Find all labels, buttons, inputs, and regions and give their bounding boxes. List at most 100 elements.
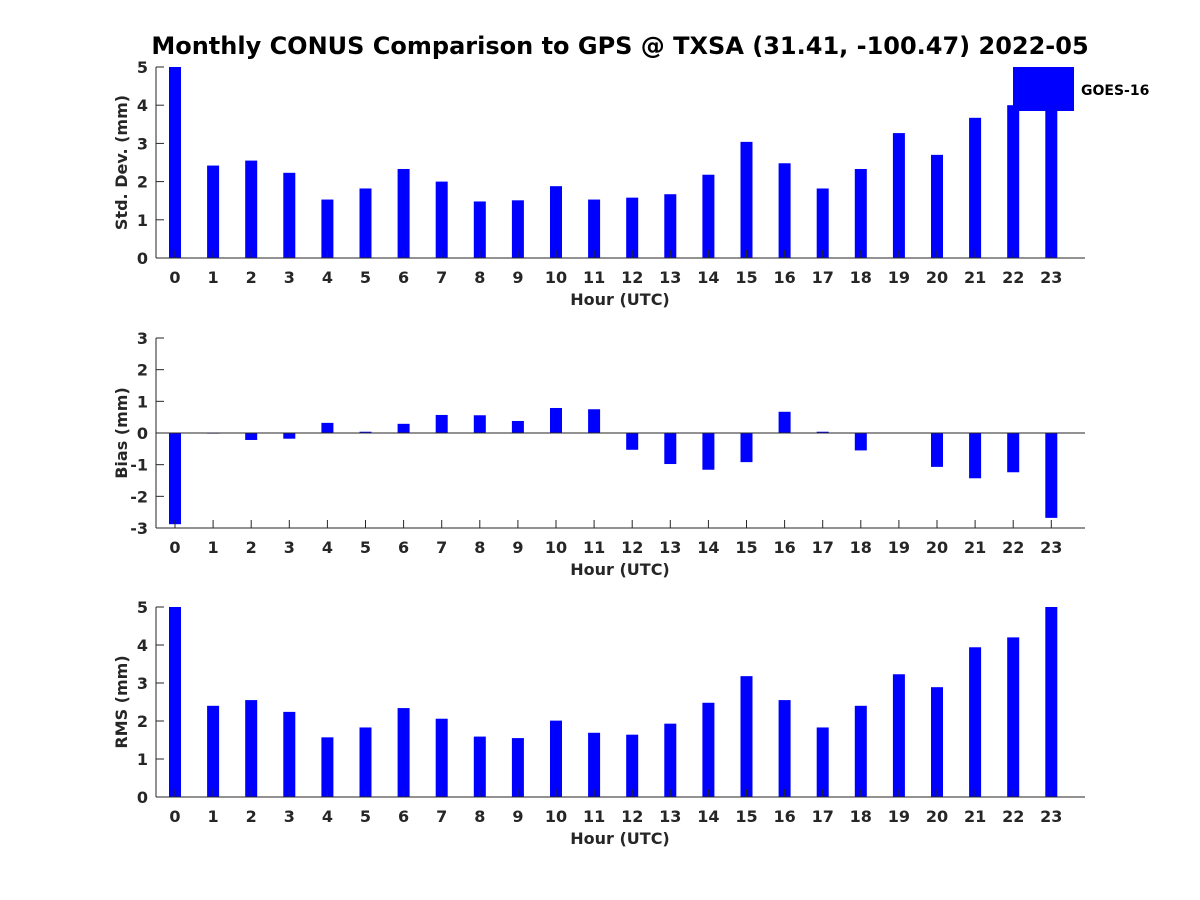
chart-title: Monthly CONUS Comparison to GPS @ TXSA (… <box>151 32 1088 60</box>
y-tick-label: 5 <box>137 598 148 617</box>
bar-17 <box>816 431 829 433</box>
bar-8 <box>473 736 486 797</box>
x-tick-label: 13 <box>659 268 681 287</box>
x-tick-label: 2 <box>246 268 257 287</box>
x-tick-label: 6 <box>398 538 409 557</box>
x-tick-label: 22 <box>1002 807 1024 826</box>
bar-4 <box>321 737 334 797</box>
bar-3 <box>283 433 296 439</box>
y-tick-label: 2 <box>137 712 148 731</box>
bar-1 <box>207 705 220 797</box>
bar-13 <box>664 723 677 797</box>
x-tick-label: 21 <box>964 268 986 287</box>
bar-11 <box>588 732 601 797</box>
bar-20 <box>931 154 943 258</box>
bar-18 <box>854 433 867 451</box>
x-tick-label: 5 <box>360 268 371 287</box>
x-tick-label: 23 <box>1040 268 1062 287</box>
bar-6 <box>397 708 410 797</box>
x-tick-label: 17 <box>812 538 834 557</box>
x-tick-label: 2 <box>246 538 257 557</box>
x-tick-label: 13 <box>659 807 681 826</box>
x-tick-label: 4 <box>322 807 333 826</box>
x-axis-label: Hour (UTC) <box>570 290 670 309</box>
x-tick-label: 9 <box>512 807 523 826</box>
x-tick-label: 12 <box>621 268 643 287</box>
x-tick-label: 16 <box>773 268 795 287</box>
bar-8 <box>473 201 486 258</box>
bar-8 <box>473 415 486 433</box>
x-tick-label: 20 <box>926 538 948 557</box>
x-tick-label: 8 <box>474 538 485 557</box>
x-tick-label: 22 <box>1002 268 1024 287</box>
y-tick-label: 0 <box>137 249 148 268</box>
y-tick-label: 4 <box>137 96 148 115</box>
bar-10 <box>550 407 562 433</box>
x-tick-label: 13 <box>659 538 681 557</box>
bar-21 <box>969 117 982 258</box>
y-tick-label: 5 <box>137 58 148 77</box>
bar-12 <box>626 433 639 450</box>
x-tick-label: 21 <box>964 807 986 826</box>
x-axis-label: Hour (UTC) <box>570 829 670 848</box>
x-tick-label: 1 <box>208 807 219 826</box>
x-tick-label: 7 <box>436 538 447 557</box>
x-tick-label: 8 <box>474 268 485 287</box>
bar-9 <box>511 420 524 433</box>
y-tick-label: 3 <box>137 674 148 693</box>
bar-20 <box>931 687 943 797</box>
bar-21 <box>969 433 982 479</box>
bar-15 <box>740 676 753 797</box>
y-tick-label: -3 <box>130 519 148 538</box>
x-tick-label: 20 <box>926 268 948 287</box>
bar-18 <box>854 705 867 797</box>
x-tick-label: 15 <box>735 807 757 826</box>
x-tick-label: 15 <box>735 268 757 287</box>
x-tick-label: 19 <box>888 807 910 826</box>
bar-2 <box>245 433 258 440</box>
bar-13 <box>664 194 677 258</box>
x-tick-label: 12 <box>621 538 643 557</box>
y-tick-label: 4 <box>137 636 148 655</box>
chart-legend: GOES-16 <box>1013 67 1149 111</box>
x-tick-label: 23 <box>1040 807 1062 826</box>
y-tick-label: 0 <box>137 788 148 807</box>
x-tick-label: 8 <box>474 807 485 826</box>
bar-21 <box>969 647 982 797</box>
x-tick-label: 16 <box>773 807 795 826</box>
bar-7 <box>435 181 448 258</box>
x-tick-label: 0 <box>169 268 180 287</box>
x-tick-label: 7 <box>436 268 447 287</box>
bar-12 <box>626 734 639 797</box>
bar-20 <box>931 433 943 467</box>
bar-0 <box>169 67 181 258</box>
bar-7 <box>435 718 448 797</box>
x-tick-label: 0 <box>169 807 180 826</box>
x-tick-label: 9 <box>512 268 523 287</box>
y-tick-label: 0 <box>137 424 148 443</box>
x-tick-label: 10 <box>545 268 567 287</box>
bar-0 <box>169 433 181 525</box>
x-tick-label: 10 <box>545 807 567 826</box>
bar-22 <box>1007 433 1020 473</box>
y-tick-label: 2 <box>137 173 148 192</box>
x-tick-label: 4 <box>322 268 333 287</box>
x-tick-label: 5 <box>360 538 371 557</box>
bar-6 <box>397 168 410 258</box>
bar-17 <box>816 188 829 258</box>
x-tick-label: 1 <box>208 538 219 557</box>
x-tick-label: 14 <box>697 268 719 287</box>
x-tick-label: 11 <box>583 268 605 287</box>
bar-23 <box>1045 433 1058 518</box>
x-tick-label: 21 <box>964 538 986 557</box>
bar-18 <box>854 168 867 258</box>
bar-19 <box>892 133 905 258</box>
bar-12 <box>626 197 639 258</box>
x-tick-label: 19 <box>888 538 910 557</box>
x-tick-label: 17 <box>812 268 834 287</box>
x-tick-label: 1 <box>208 268 219 287</box>
x-tick-label: 3 <box>284 268 295 287</box>
